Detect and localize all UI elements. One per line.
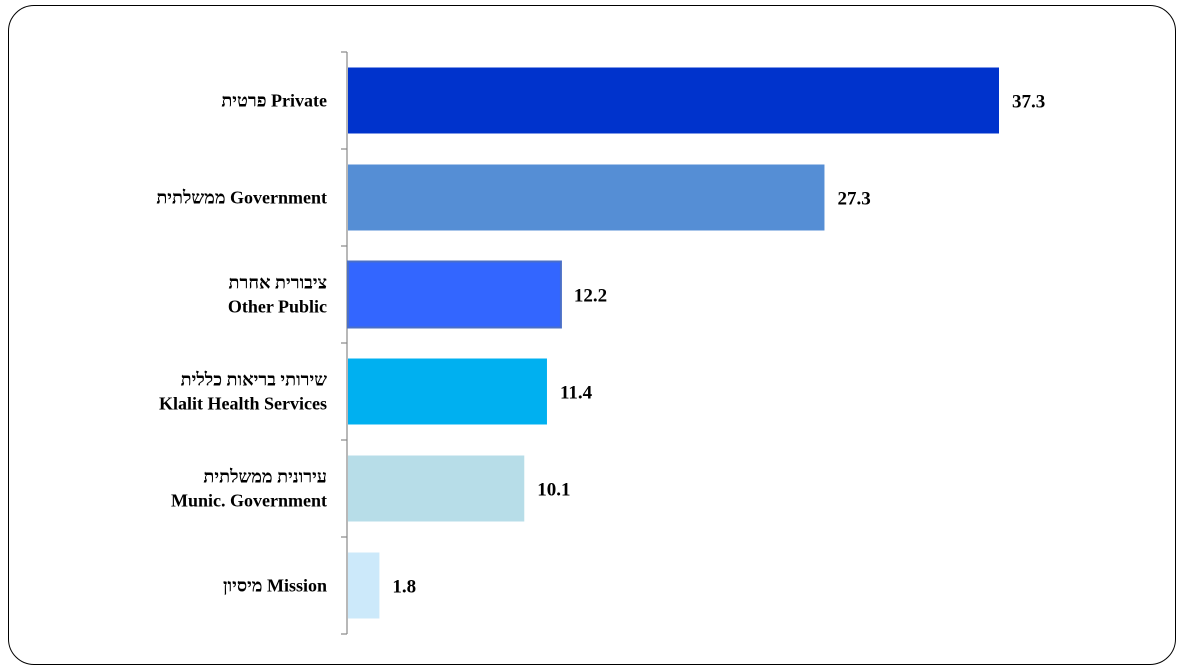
bar (348, 164, 825, 231)
category-label: שירותי בריאות כללית (181, 370, 328, 390)
category-label: Other Public (228, 297, 327, 317)
bar-value-label: 37.3 (1012, 92, 1045, 113)
category-label: Klalit Health Services (159, 394, 327, 414)
bar-value-label: 10.1 (537, 480, 570, 501)
category-label: מיסיון Mission (223, 576, 327, 596)
bar (348, 358, 547, 425)
category-label: עירונית ממשלתית (203, 467, 327, 487)
bar-value-label: 27.3 (837, 189, 870, 210)
bar-chart: 37.3 פרטית Private 27.3 ממשלתית Government 1… (156, 51, 1045, 635)
bar (348, 67, 999, 134)
bar (347, 260, 562, 329)
category-label: פרטית Private (221, 91, 327, 111)
bar (348, 552, 380, 619)
category-label: Munic. Government (171, 491, 327, 511)
bar-value-label: 11.4 (560, 383, 593, 404)
bar-value-label: 12.2 (574, 286, 607, 307)
bar (348, 455, 525, 522)
bar-value-label: 1.8 (392, 577, 416, 598)
category-label: ממשלתית Government (156, 188, 327, 208)
category-label: ציבורית אחרת (229, 273, 328, 293)
